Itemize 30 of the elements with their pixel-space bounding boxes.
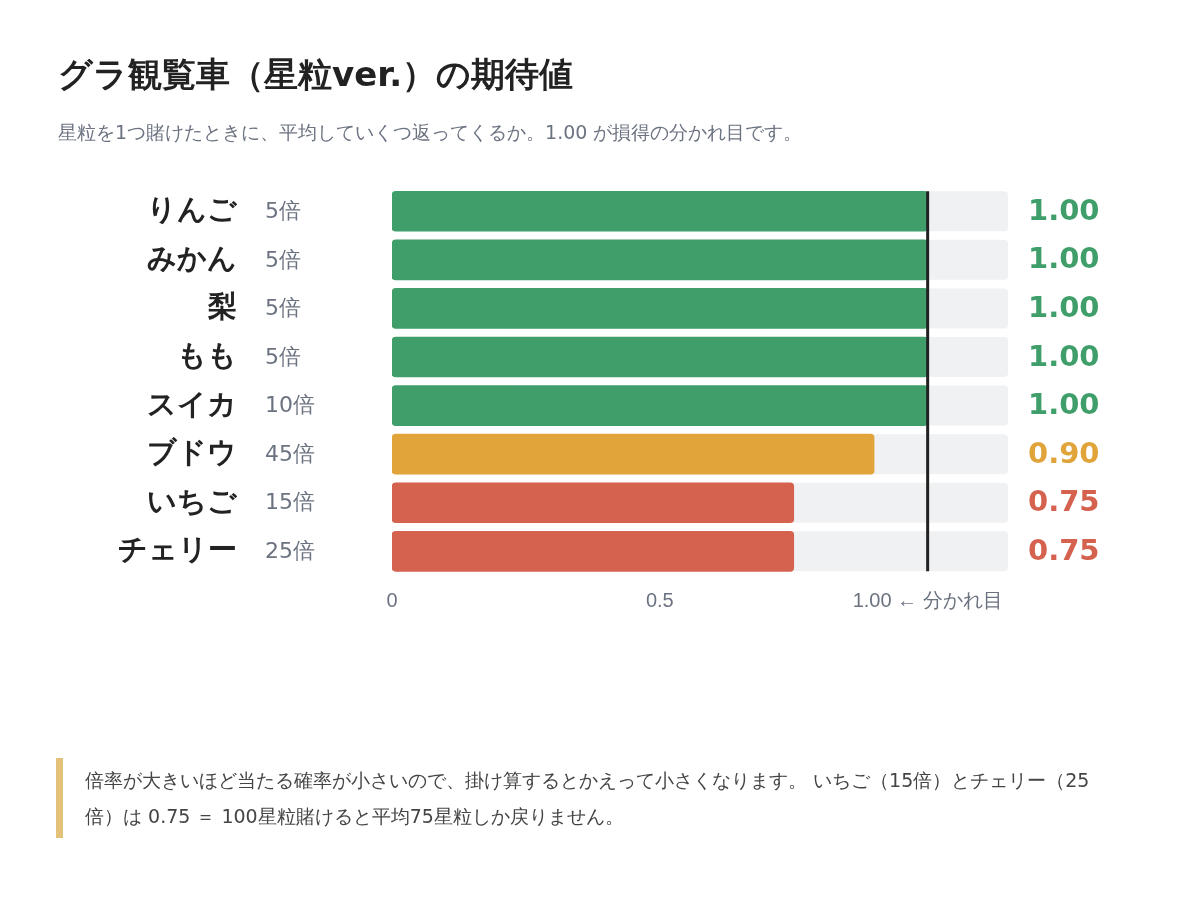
text: 10倍	[265, 392, 315, 418]
text: 25倍	[265, 538, 315, 564]
text: 5倍	[265, 295, 301, 321]
data-label: 0.75	[1028, 484, 1100, 519]
y-tick-label: いちご	[147, 484, 238, 517]
x-tick-label: 0	[386, 589, 398, 612]
data-label: 1.00	[1028, 192, 1100, 227]
data-label: 0.90	[1028, 435, 1100, 470]
y-tick-label: ブドウ	[147, 436, 237, 469]
text: 45倍	[265, 440, 315, 466]
y-tick-label: スイカ	[147, 387, 237, 420]
chart-title: グラ観覧車（星粒ver.）の期待値	[58, 53, 574, 96]
chart-subtitle: 星粒を1つ賭けたときに、平均していくつ返ってくるか。1.00 が損得の分かれ目です。	[58, 120, 803, 145]
text: 5倍	[265, 246, 301, 272]
text: 5倍	[265, 343, 301, 369]
text: 倍率が大きいほど当たる確率が小さいので、掛け算するとかえって小さくなります。 いちご（15倍）とチェリー（25倍）は 0.75 ＝ 100星粒賭けると平均75星粒しか戻りません。	[56, 758, 1125, 838]
y-tick-label: チェリー	[118, 533, 237, 566]
data-label: 1.00	[1028, 241, 1100, 276]
x-tick-label: 0.5	[645, 589, 674, 612]
data-label: 1.00	[1028, 289, 1100, 324]
y-tick-label: みかん	[147, 241, 237, 274]
data-label: 1.00	[1028, 338, 1100, 373]
data-label: 0.75	[1028, 532, 1100, 567]
text: 5倍	[265, 198, 301, 224]
x-tick-label: 1.00 ← 分かれ目	[852, 589, 1003, 612]
data-label: 1.00	[1028, 387, 1100, 422]
y-tick-label: 梨	[207, 290, 237, 323]
text: 15倍	[265, 489, 315, 515]
y-tick-label: りんご	[147, 193, 238, 226]
y-tick-label: もも	[177, 339, 237, 372]
